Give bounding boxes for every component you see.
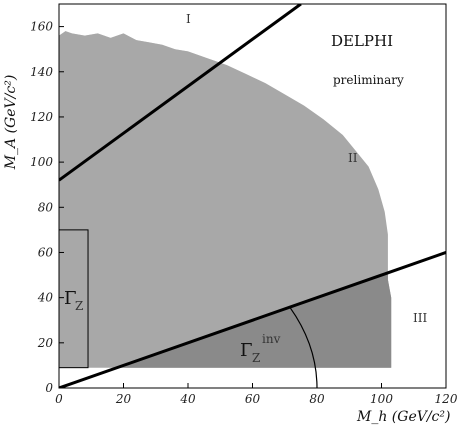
x-tick-label: 20 bbox=[115, 392, 132, 406]
y-tick-label: 80 bbox=[38, 200, 54, 214]
gamma-z-inv-label: Γ Z inv bbox=[240, 332, 281, 365]
upper-line bbox=[59, 4, 302, 182]
svg-text:Z: Z bbox=[252, 351, 260, 365]
y-tick-label: 0 bbox=[45, 381, 53, 395]
y-ticks: 0 20 40 60 80 100 120 140 160 bbox=[30, 20, 64, 395]
region-II-fill bbox=[59, 31, 392, 368]
region-III-label: III bbox=[413, 311, 427, 325]
chart-title: DELPHI bbox=[331, 32, 393, 50]
chart-subtitle: preliminary bbox=[333, 73, 404, 87]
lower-line bbox=[59, 251, 446, 388]
gamma-z-box bbox=[59, 229, 89, 369]
y-tick-label: 120 bbox=[30, 110, 53, 124]
x-ticks: 0 20 40 60 80 100 120 bbox=[55, 383, 457, 406]
y-tick-label: 140 bbox=[30, 65, 53, 79]
region-II-label: II bbox=[348, 151, 358, 165]
x-tick-label: 60 bbox=[245, 392, 261, 406]
svg-text:Γ: Γ bbox=[240, 340, 253, 361]
svg-text:Γ: Γ bbox=[64, 288, 77, 309]
y-axis-label: M_A (GeV/c²) bbox=[3, 75, 19, 171]
x-tick-label: 120 bbox=[435, 392, 457, 406]
x-tick-label: 40 bbox=[179, 392, 196, 406]
y-tick-label: 100 bbox=[30, 155, 53, 169]
y-tick-label: 60 bbox=[38, 245, 54, 259]
x-tick-label: 0 bbox=[55, 392, 63, 406]
x-tick-label: 80 bbox=[309, 392, 325, 406]
y-tick-label: 160 bbox=[30, 20, 53, 34]
x-axis-label: M_h (GeV/c²) bbox=[356, 409, 450, 425]
y-tick-label: 40 bbox=[37, 291, 54, 305]
svg-text:Z: Z bbox=[75, 299, 83, 313]
y-tick-label: 20 bbox=[37, 336, 54, 350]
gamma-z-label: Γ Z bbox=[64, 288, 83, 313]
plot-area bbox=[59, 4, 446, 388]
region-I-label: I bbox=[186, 12, 191, 26]
x-tick-label: 100 bbox=[370, 392, 393, 406]
svg-text:inv: inv bbox=[262, 332, 281, 346]
gamma-z-inv-arc bbox=[289, 306, 318, 388]
